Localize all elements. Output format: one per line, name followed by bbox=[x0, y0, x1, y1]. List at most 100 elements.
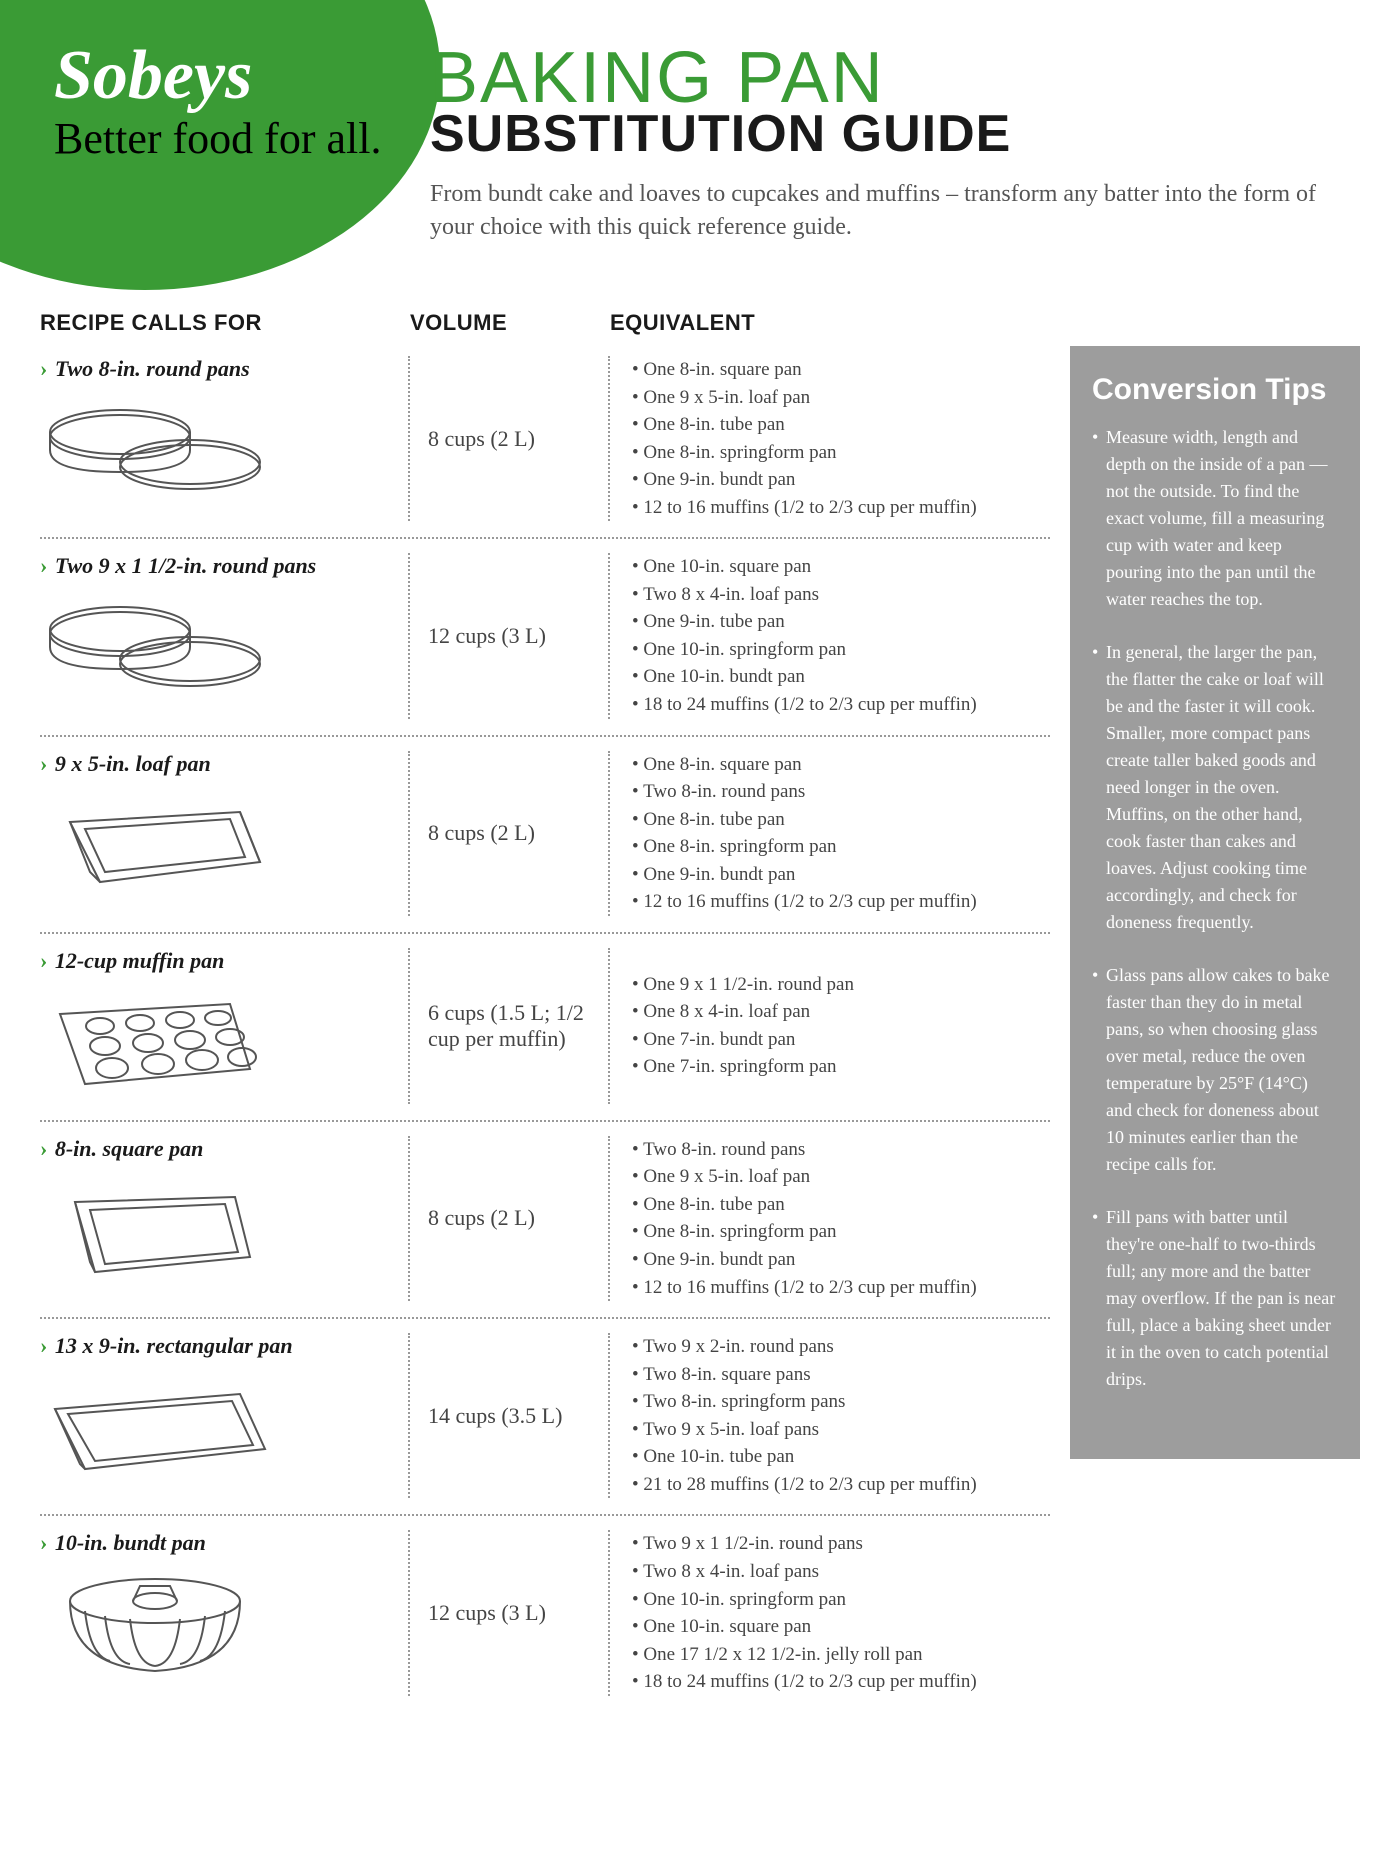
rows-container: Two 8-in. round pans 8 cups (2 L)One 8-i… bbox=[40, 342, 1050, 1712]
equivalent-item: One 8-in. springform pan bbox=[632, 1218, 1050, 1246]
equivalent-item: Two 9 x 5-in. loaf pans bbox=[632, 1416, 1050, 1444]
square-pan-icon bbox=[40, 1172, 270, 1292]
equivalent-item: 21 to 28 muffins (1/2 to 2/3 cup per muf… bbox=[632, 1471, 1050, 1499]
recipe-cell: 13 x 9-in. rectangular pan bbox=[40, 1333, 410, 1498]
conversion-tip: Glass pans allow cakes to bake faster th… bbox=[1092, 962, 1338, 1178]
equivalent-item: One 8 x 4-in. loaf pan bbox=[632, 998, 1050, 1026]
table-row: 8-in. square pan 8 cups (2 L)Two 8-in. r… bbox=[40, 1122, 1050, 1319]
table-row: 10-in. bundt pan 12 cups (3 L)Two 9 x 1 … bbox=[40, 1516, 1050, 1711]
recipe-cell: Two 9 x 1 1/2-in. round pans bbox=[40, 553, 410, 718]
title-line-2: SUBSTITUTION GUIDE bbox=[430, 108, 1360, 160]
equivalent-item: One 10-in. springform pan bbox=[632, 636, 1050, 664]
equivalent-item: 12 to 16 muffins (1/2 to 2/3 cup per muf… bbox=[632, 1274, 1050, 1302]
volume-cell: 12 cups (3 L) bbox=[410, 553, 610, 718]
volume-cell: 8 cups (2 L) bbox=[410, 356, 610, 521]
equivalent-item: Two 8 x 4-in. loaf pans bbox=[632, 581, 1050, 609]
equivalent-cell: Two 8-in. round pansOne 9 x 5-in. loaf p… bbox=[610, 1136, 1050, 1301]
title-block: BAKING PAN SUBSTITUTION GUIDE From bundt… bbox=[430, 44, 1360, 243]
equivalent-cell: Two 9 x 2-in. round pansTwo 8-in. square… bbox=[610, 1333, 1050, 1498]
equivalent-cell: One 10-in. square panTwo 8 x 4-in. loaf … bbox=[610, 553, 1050, 718]
table-row: 13 x 9-in. rectangular pan 14 cups (3.5 … bbox=[40, 1319, 1050, 1516]
equivalent-item: Two 9 x 1 1/2-in. round pans bbox=[632, 1530, 1050, 1558]
equivalent-item: Two 9 x 2-in. round pans bbox=[632, 1333, 1050, 1361]
recipe-cell: Two 8-in. round pans bbox=[40, 356, 410, 521]
equivalent-item: One 9-in. tube pan bbox=[632, 608, 1050, 636]
equivalent-list: Two 8-in. round pansOne 9 x 5-in. loaf p… bbox=[632, 1136, 1050, 1301]
table-row: Two 9 x 1 1/2-in. round pans 12 cups (3 … bbox=[40, 539, 1050, 736]
bundt-pan-icon bbox=[40, 1566, 270, 1686]
equivalent-item: One 10-in. springform pan bbox=[632, 1586, 1050, 1614]
volume-cell: 12 cups (3 L) bbox=[410, 1530, 610, 1695]
equivalent-item: One 7-in. bundt pan bbox=[632, 1026, 1050, 1054]
equivalent-item: One 10-in. square pan bbox=[632, 1613, 1050, 1641]
equivalent-item: One 9 x 5-in. loaf pan bbox=[632, 1163, 1050, 1191]
recipe-cell: 9 x 5-in. loaf pan bbox=[40, 751, 410, 916]
intro-text: From bundt cake and loaves to cupcakes a… bbox=[430, 178, 1330, 243]
equivalent-list: One 8-in. square panOne 9 x 5-in. loaf p… bbox=[632, 356, 1050, 521]
brand-block: Sobeys Better food for all. bbox=[54, 44, 381, 164]
equivalent-list: Two 9 x 2-in. round pansTwo 8-in. square… bbox=[632, 1333, 1050, 1498]
table-row: 12-cup muffin pan 6 cups (1.5 L; 1/2 cup… bbox=[40, 934, 1050, 1122]
equivalent-item: One 9 x 5-in. loaf pan bbox=[632, 384, 1050, 412]
round-pans-icon bbox=[40, 589, 270, 709]
loaf-pan-icon bbox=[40, 787, 270, 907]
equivalent-item: Two 8-in. round pans bbox=[632, 778, 1050, 806]
equivalent-item: One 8-in. tube pan bbox=[632, 806, 1050, 834]
col-header-volume: VOLUME bbox=[410, 310, 610, 336]
conversion-tip: Fill pans with batter until they're one-… bbox=[1092, 1204, 1338, 1393]
equivalent-item: 12 to 16 muffins (1/2 to 2/3 cup per muf… bbox=[632, 888, 1050, 916]
conversion-tips-sidebar: Conversion Tips Measure width, length an… bbox=[1070, 346, 1360, 1459]
brand-tagline: Better food for all. bbox=[54, 113, 381, 164]
recipe-cell: 8-in. square pan bbox=[40, 1136, 410, 1301]
conversion-tip: Measure width, length and depth on the i… bbox=[1092, 424, 1338, 613]
recipe-cell: 12-cup muffin pan bbox=[40, 948, 410, 1104]
equivalent-item: One 8-in. square pan bbox=[632, 751, 1050, 779]
pan-name: 12-cup muffin pan bbox=[40, 948, 390, 974]
substitution-table: RECIPE CALLS FOR VOLUME EQUIVALENT Two 8… bbox=[40, 310, 1050, 1712]
equivalent-item: One 8-in. springform pan bbox=[632, 439, 1050, 467]
equivalent-item: 12 to 16 muffins (1/2 to 2/3 cup per muf… bbox=[632, 494, 1050, 522]
equivalent-cell: One 8-in. square panTwo 8-in. round pans… bbox=[610, 751, 1050, 916]
column-headers: RECIPE CALLS FOR VOLUME EQUIVALENT bbox=[40, 310, 1050, 342]
equivalent-cell: One 9 x 1 1/2-in. round panOne 8 x 4-in.… bbox=[610, 948, 1050, 1104]
tips-container: Measure width, length and depth on the i… bbox=[1092, 424, 1338, 1393]
equivalent-item: One 10-in. square pan bbox=[632, 553, 1050, 581]
pan-name: 9 x 5-in. loaf pan bbox=[40, 751, 390, 777]
equivalent-item: Two 8-in. springform pans bbox=[632, 1388, 1050, 1416]
equivalent-list: One 9 x 1 1/2-in. round panOne 8 x 4-in.… bbox=[632, 971, 1050, 1081]
title-line-1: BAKING PAN bbox=[430, 44, 1360, 112]
equivalent-item: One 7-in. springform pan bbox=[632, 1053, 1050, 1081]
brand-logo: Sobeys bbox=[54, 44, 381, 107]
volume-cell: 14 cups (3.5 L) bbox=[410, 1333, 610, 1498]
round-pans-icon bbox=[40, 392, 270, 512]
pan-name: 10-in. bundt pan bbox=[40, 1530, 390, 1556]
equivalent-list: One 10-in. square panTwo 8 x 4-in. loaf … bbox=[632, 553, 1050, 718]
equivalent-item: One 8-in. springform pan bbox=[632, 833, 1050, 861]
equivalent-item: 18 to 24 muffins (1/2 to 2/3 cup per muf… bbox=[632, 691, 1050, 719]
volume-cell: 8 cups (2 L) bbox=[410, 751, 610, 916]
equivalent-item: Two 8 x 4-in. loaf pans bbox=[632, 1558, 1050, 1586]
page: Sobeys Better food for all. BAKING PAN S… bbox=[0, 0, 1400, 1859]
table-row: 9 x 5-in. loaf pan 8 cups (2 L)One 8-in.… bbox=[40, 737, 1050, 934]
pan-name: 8-in. square pan bbox=[40, 1136, 390, 1162]
equivalent-cell: One 8-in. square panOne 9 x 5-in. loaf p… bbox=[610, 356, 1050, 521]
volume-cell: 6 cups (1.5 L; 1/2 cup per muffin) bbox=[410, 948, 610, 1104]
rect-pan-icon bbox=[40, 1369, 270, 1489]
equivalent-item: One 9-in. bundt pan bbox=[632, 466, 1050, 494]
equivalent-list: Two 9 x 1 1/2-in. round pansTwo 8 x 4-in… bbox=[632, 1530, 1050, 1695]
equivalent-item: Two 8-in. round pans bbox=[632, 1136, 1050, 1164]
equivalent-item: One 9-in. bundt pan bbox=[632, 1246, 1050, 1274]
equivalent-item: One 8-in. tube pan bbox=[632, 411, 1050, 439]
recipe-cell: 10-in. bundt pan bbox=[40, 1530, 410, 1695]
equivalent-cell: Two 9 x 1 1/2-in. round pansTwo 8 x 4-in… bbox=[610, 1530, 1050, 1695]
pan-name: Two 8-in. round pans bbox=[40, 356, 390, 382]
equivalent-item: One 8-in. tube pan bbox=[632, 1191, 1050, 1219]
equivalent-item: Two 8-in. square pans bbox=[632, 1361, 1050, 1389]
equivalent-item: One 9-in. bundt pan bbox=[632, 861, 1050, 889]
col-header-recipe: RECIPE CALLS FOR bbox=[40, 310, 410, 336]
equivalent-item: One 17 1/2 x 12 1/2-in. jelly roll pan bbox=[632, 1641, 1050, 1669]
pan-name: 13 x 9-in. rectangular pan bbox=[40, 1333, 390, 1359]
equivalent-list: One 8-in. square panTwo 8-in. round pans… bbox=[632, 751, 1050, 916]
muffin-pan-icon bbox=[40, 984, 270, 1104]
equivalent-item: One 8-in. square pan bbox=[632, 356, 1050, 384]
